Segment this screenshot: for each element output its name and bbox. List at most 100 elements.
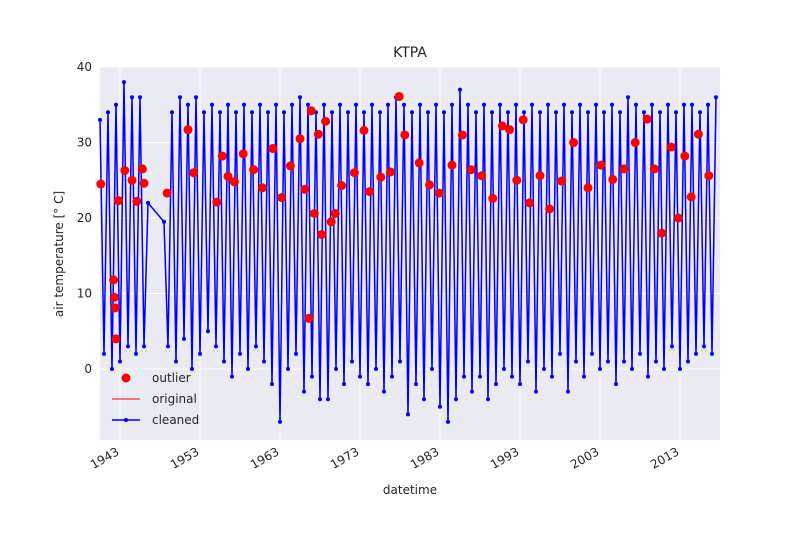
point: [210, 102, 214, 107]
point: [710, 351, 714, 356]
point: [478, 374, 482, 379]
point: [474, 110, 478, 115]
point: [298, 95, 302, 100]
x-tick-label: 2013: [648, 444, 681, 471]
point: [194, 95, 198, 100]
outlier-point: [162, 188, 172, 198]
point: [366, 382, 370, 387]
outlier-point: [183, 125, 193, 135]
point: [410, 110, 414, 115]
point: [574, 359, 578, 364]
point: [654, 359, 658, 364]
point: [554, 110, 558, 115]
outlier-point: [326, 217, 336, 227]
point: [658, 110, 662, 115]
outlier-point: [693, 129, 703, 139]
outlier-point: [505, 125, 515, 135]
outlier-point: [642, 114, 652, 124]
point: [578, 102, 582, 107]
line-cleaned: [99, 82, 717, 422]
point: [214, 344, 218, 349]
outlier-point: [619, 164, 629, 174]
point: [454, 397, 458, 402]
point: [562, 102, 566, 107]
point: [358, 374, 362, 379]
outlier-point: [330, 208, 340, 218]
point: [630, 367, 634, 372]
point: [294, 351, 298, 356]
point: [514, 102, 518, 107]
point: [586, 110, 590, 115]
outlier-point: [96, 179, 106, 189]
point: [614, 382, 618, 387]
outlier-point: [569, 138, 579, 148]
point: [414, 382, 418, 387]
outlier-point: [137, 164, 147, 174]
point: [582, 374, 586, 379]
point: [114, 102, 118, 107]
outlier-point: [385, 167, 395, 177]
outlier-point: [300, 184, 310, 194]
outlier-point: [457, 130, 467, 140]
outlier-point: [583, 183, 593, 193]
point: [690, 102, 694, 107]
point: [238, 351, 242, 356]
point: [162, 219, 166, 224]
x-tick-label: 1953: [168, 444, 201, 471]
outlier-point: [109, 275, 119, 285]
point: [166, 344, 170, 349]
point: [682, 102, 686, 107]
point: [678, 367, 682, 372]
outlier-point: [518, 115, 528, 125]
legend-label: cleaned: [152, 413, 199, 427]
point: [222, 359, 226, 364]
point: [646, 374, 650, 379]
outlier-point: [127, 175, 137, 185]
point: [190, 367, 194, 372]
outlier-point: [466, 165, 476, 175]
point: [702, 344, 706, 349]
point: [598, 367, 602, 372]
legend-label: outlier: [152, 371, 191, 385]
point: [670, 344, 674, 349]
point: [242, 102, 246, 107]
point: [622, 359, 626, 364]
point: [174, 359, 178, 364]
point: [142, 344, 146, 349]
point: [202, 110, 206, 115]
outlier-point: [139, 178, 149, 188]
point: [342, 382, 346, 387]
point: [186, 102, 190, 107]
outlier-point: [277, 193, 287, 203]
point: [618, 110, 622, 115]
point: [370, 102, 374, 107]
point: [434, 102, 438, 107]
outlier-point: [414, 158, 424, 168]
outlier-point: [359, 125, 369, 135]
point: [446, 419, 450, 424]
outlier-point: [666, 142, 676, 152]
outlier-point: [545, 204, 555, 214]
point: [378, 110, 382, 115]
point: [502, 367, 506, 372]
outlier-point: [317, 230, 327, 240]
outlier-point: [257, 183, 267, 193]
point: [226, 102, 230, 107]
point: [126, 344, 130, 349]
outlier-point: [477, 171, 487, 181]
point: [334, 367, 338, 372]
outlier-point: [680, 151, 690, 161]
point: [534, 389, 538, 394]
outlier-point: [295, 134, 305, 144]
outlier-point: [649, 164, 659, 174]
outlier-point: [109, 292, 119, 302]
point: [386, 102, 390, 107]
point: [482, 102, 486, 107]
x-tick-label: 1983: [408, 444, 441, 471]
point: [470, 389, 474, 394]
outlier-point: [223, 171, 233, 181]
x-axis-label: datetime: [383, 483, 437, 497]
outlier-point: [285, 161, 295, 171]
legend: outlier original cleaned: [112, 371, 199, 427]
